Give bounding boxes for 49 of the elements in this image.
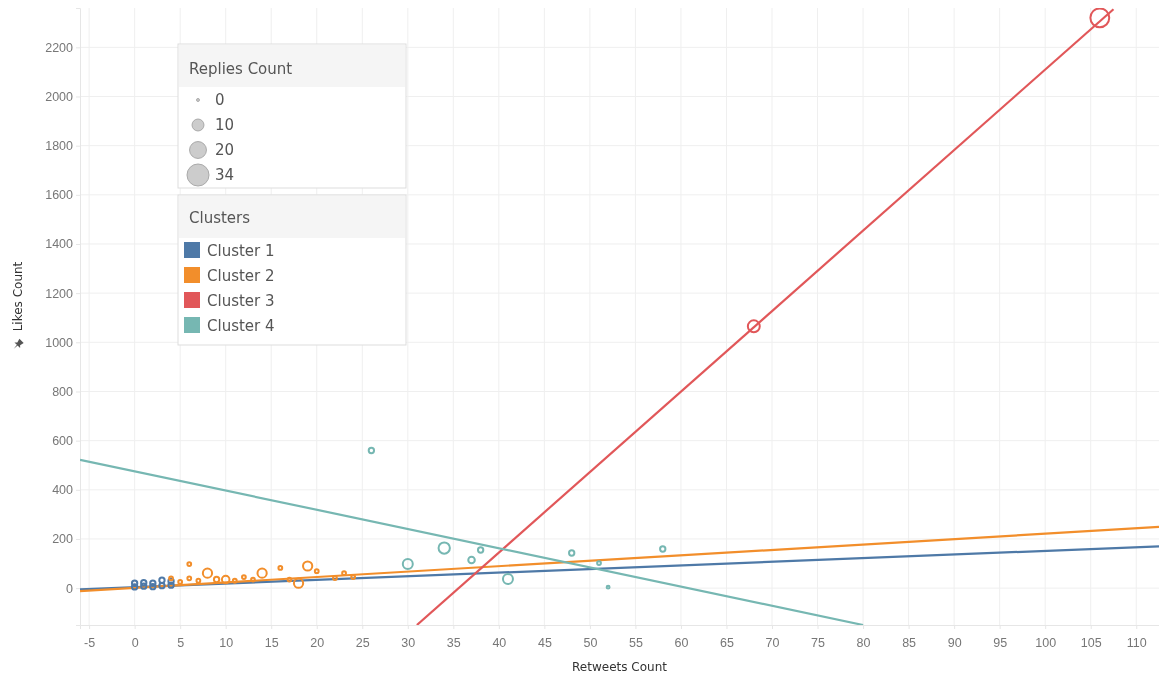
x-tick-label: 0 — [131, 636, 139, 650]
x-tick-label: 40 — [492, 636, 507, 650]
y-tick-label: 2200 — [45, 40, 74, 55]
x-tick-label: 105 — [1080, 636, 1102, 650]
y-tick-label: 1000 — [45, 335, 74, 350]
y-tick-label: 2000 — [45, 89, 74, 104]
x-tick-label: 25 — [355, 636, 370, 650]
x-tick-label: 55 — [628, 636, 643, 650]
y-tick-label: 400 — [52, 483, 74, 498]
y-tick-label: 1600 — [45, 188, 74, 203]
legend-label: Cluster 1 — [207, 242, 275, 260]
annotation: Replies Count — [189, 60, 293, 78]
legend-label: Cluster 2 — [207, 267, 275, 285]
x-tick-label: 5 — [177, 636, 185, 650]
y-tick-label: 1200 — [45, 286, 74, 301]
legend-label: Cluster 3 — [207, 292, 275, 310]
x-tick-label: 90 — [947, 636, 962, 650]
x-tick-label: 20 — [310, 636, 325, 650]
x-tick-label: 100 — [1035, 636, 1057, 650]
x-tick-label: 85 — [902, 636, 917, 650]
x-tick-label: 65 — [720, 636, 734, 650]
y-tick-label: 800 — [52, 384, 74, 399]
legend-label: 34 — [215, 166, 235, 184]
y-tick-label: 600 — [52, 434, 74, 449]
y-tick-label: 1800 — [45, 139, 74, 154]
x-tick-label: 30 — [401, 636, 416, 650]
x-tick-label: 80 — [856, 636, 871, 650]
x-tick-label: 10 — [219, 636, 234, 650]
x-tick-label: 75 — [811, 636, 826, 650]
legend-label: 0 — [215, 91, 225, 109]
legend-label: Cluster 4 — [207, 317, 275, 335]
x-tick-label: 15 — [264, 636, 279, 650]
legend-label: 20 — [215, 141, 235, 159]
x-tick-label: 70 — [765, 636, 780, 650]
x-tick-label: 95 — [993, 636, 1008, 650]
legend-title: Clusters — [189, 209, 251, 227]
x-tick-label: 60 — [674, 636, 689, 650]
y-tick-label: 200 — [52, 532, 74, 547]
y-tick-label: 1400 — [45, 237, 74, 252]
x-axis-title: Retweets Count — [572, 660, 668, 674]
y-axis-title: Likes Count — [11, 261, 25, 332]
size-legend: Replies Count 0 10 20 34 — [177, 43, 407, 189]
legend-label: 10 — [215, 116, 235, 134]
x-tick-label: 50 — [583, 636, 598, 650]
x-tick-label: 45 — [537, 636, 552, 650]
x-tick-label: 110 — [1126, 636, 1147, 650]
x-tick-label: 35 — [446, 636, 461, 650]
x-tick-label: -5 — [84, 636, 96, 650]
y-tick-label: 0 — [66, 581, 74, 596]
